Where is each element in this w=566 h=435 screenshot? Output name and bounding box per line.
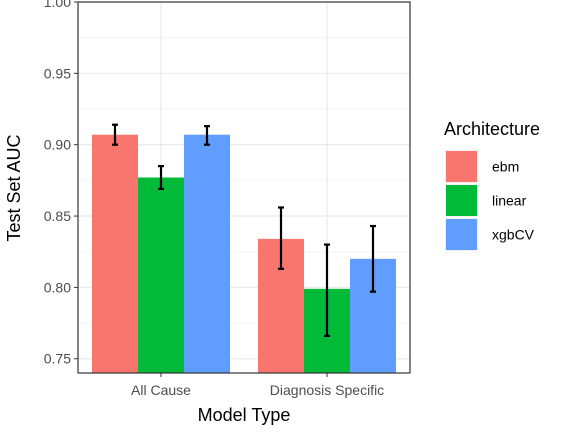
y-tick-label: 1.00 — [44, 0, 71, 10]
y-axis-title: Test Set AUC — [4, 134, 24, 241]
legend-label-xgbCV: xgbCV — [492, 227, 535, 243]
legend-title: Architecture — [444, 119, 540, 139]
y-tick-label: 0.95 — [44, 65, 71, 81]
legend-label-linear: linear — [492, 193, 527, 209]
y-axis: 0.75 0.80 0.85 0.90 0.95 1.00 — [44, 0, 78, 367]
legend-swatch-linear — [446, 185, 477, 216]
legend: Architecture ebm linear xgbCV — [444, 119, 540, 251]
bar-ebm — [92, 134, 138, 373]
legend-swatch-ebm — [446, 151, 477, 182]
bars-layer — [92, 134, 396, 373]
errorbar-layer — [112, 123, 376, 337]
legend-label-ebm: ebm — [492, 159, 519, 175]
bar-linear — [138, 177, 184, 373]
x-tick-label: Diagnosis Specific — [270, 382, 384, 398]
x-axis-title: Model Type — [198, 405, 291, 425]
plot-border — [77, 1, 411, 374]
x-axis: All Cause Diagnosis Specific — [131, 373, 384, 398]
y-tick-label: 0.80 — [44, 279, 71, 295]
y-tick-label: 0.85 — [44, 208, 71, 224]
y-tick-label: 0.90 — [44, 137, 71, 153]
bar-xgbCV — [184, 134, 230, 373]
x-tick-label: All Cause — [131, 382, 191, 398]
legend-swatch-xgbCV — [446, 219, 477, 250]
y-tick-label: 0.75 — [44, 351, 71, 367]
